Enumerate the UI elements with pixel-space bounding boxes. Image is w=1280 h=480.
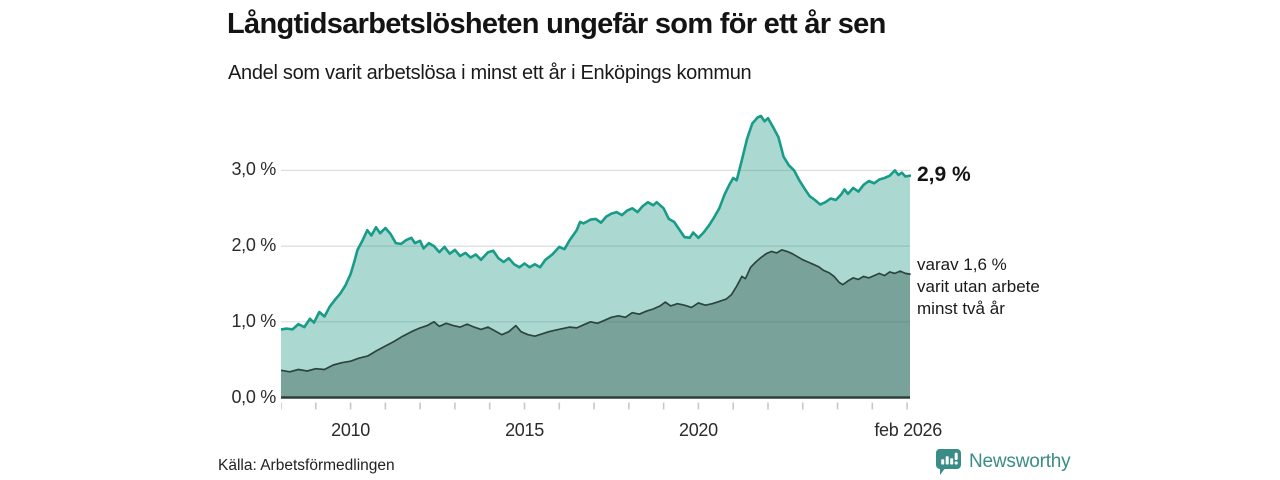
newsworthy-logo[interactable]: Newsworthy [936, 448, 1071, 476]
series2-end-note: varav 1,6 % varit utan arbete minst två … [917, 254, 1040, 320]
series-unemployed-1yr-area [281, 116, 910, 398]
x-axis-label: feb 2026 [874, 420, 942, 440]
y-axis-label: 0,0 % [231, 386, 276, 407]
x-axis-label: 2010 [331, 420, 370, 440]
y-axis-label: 1,0 % [231, 310, 276, 331]
series2-end-note-line3: minst två år [917, 299, 1005, 318]
series-unemployed-1yr-line [281, 114, 911, 331]
y-axis-label: 2,0 % [231, 235, 276, 256]
chart-subtitle: Andel som varit arbetslösa i minst ett å… [228, 62, 752, 84]
chart-title: Långtidsarbetslösheten ungefär som för e… [227, 8, 886, 40]
series1-end-value-label: 2,9 % [917, 163, 971, 186]
x-axis-label: 2015 [505, 420, 544, 440]
area-chart-plot [281, 114, 911, 410]
source-credit: Källa: Arbetsförmedlingen [218, 457, 395, 474]
newsworthy-bar-chart-bubble-icon [936, 448, 961, 475]
newsworthy-wordmark: Newsworthy [969, 451, 1071, 472]
series2-end-note-line2: varit utan arbete [917, 277, 1040, 296]
y-axis-label: 3,0 % [231, 159, 276, 180]
series2-end-note-line1: varav 1,6 % [917, 255, 1007, 274]
series-unemployed-2yr-line [281, 249, 911, 373]
x-axis-label: 2020 [678, 420, 718, 440]
